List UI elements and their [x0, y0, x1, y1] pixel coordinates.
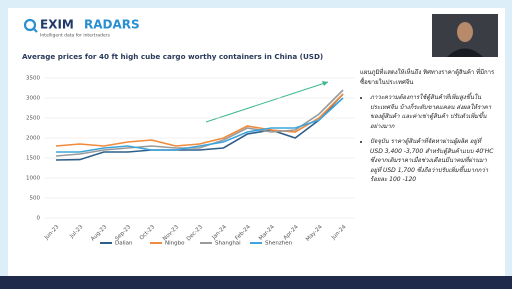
y-tick-label: 2500	[26, 116, 40, 122]
brand: RADARS	[84, 18, 140, 32]
x-tick-label: Aug-23	[90, 224, 109, 243]
intro-text: แผนภูมิที่แสดงให้เห็นถึง ทิศทางราคาตู้สิ…	[360, 68, 495, 87]
x-tick-label: Jul-23	[68, 224, 84, 240]
bullet: ภาวะความต้องการใช้ตู้สินค้าที่เพิ่มสูงขึ…	[370, 93, 495, 131]
x-tick-label: Sep-23	[114, 224, 132, 242]
x-tick-label: Jun-24	[330, 224, 348, 242]
y-tick-label: 500	[30, 196, 41, 202]
x-tick-label: Jun-23	[43, 224, 61, 242]
x-tick-label: Mar-24	[258, 224, 276, 242]
page: EXIM RADARS Intelligent data for intertr…	[0, 0, 512, 289]
legend-label: Dalian	[115, 241, 133, 247]
legend-label: Shenzhen	[265, 241, 293, 247]
y-tick-label: 3000	[26, 96, 40, 102]
bullet: ปัจจุบัน ราคาตู้สินค้าที่จัดหาผ่านผู้ผลิ…	[370, 137, 495, 185]
legend-label: Ningbo	[165, 241, 185, 247]
x-tick-label: Feb-24	[234, 224, 252, 242]
y-tick-label: 1500	[26, 156, 40, 162]
y-tick-label: 1000	[26, 176, 40, 182]
webcam-person	[457, 22, 473, 42]
x-tick-label: Dec-23	[186, 224, 204, 242]
x-tick-label: May-24	[305, 224, 324, 243]
legend-label: Shanghai	[215, 241, 241, 247]
logo-icon	[34, 29, 38, 33]
x-tick-label: Oct-23	[139, 224, 157, 242]
tagline: Intelligent data for intertraders	[40, 33, 111, 39]
x-tick-label: Jan-24	[211, 224, 229, 242]
y-tick-label: 2000	[26, 136, 40, 142]
brand: EXIM	[40, 18, 74, 32]
y-tick-label: 0	[37, 216, 41, 222]
y-tick-label: 3500	[26, 76, 40, 82]
bullet-list: ภาวะความต้องการใช้ตู้สินค้าที่เพิ่มสูงขึ…	[360, 93, 495, 185]
notes: แผนภูมิที่แสดงให้เห็นถึง ทิศทางราคาตู้สิ…	[360, 68, 495, 191]
trend-arrow	[206, 82, 328, 122]
chart-title: Average prices for 40 ft high cube cargo…	[22, 52, 323, 61]
x-tick-label: Apr-24	[283, 224, 300, 241]
